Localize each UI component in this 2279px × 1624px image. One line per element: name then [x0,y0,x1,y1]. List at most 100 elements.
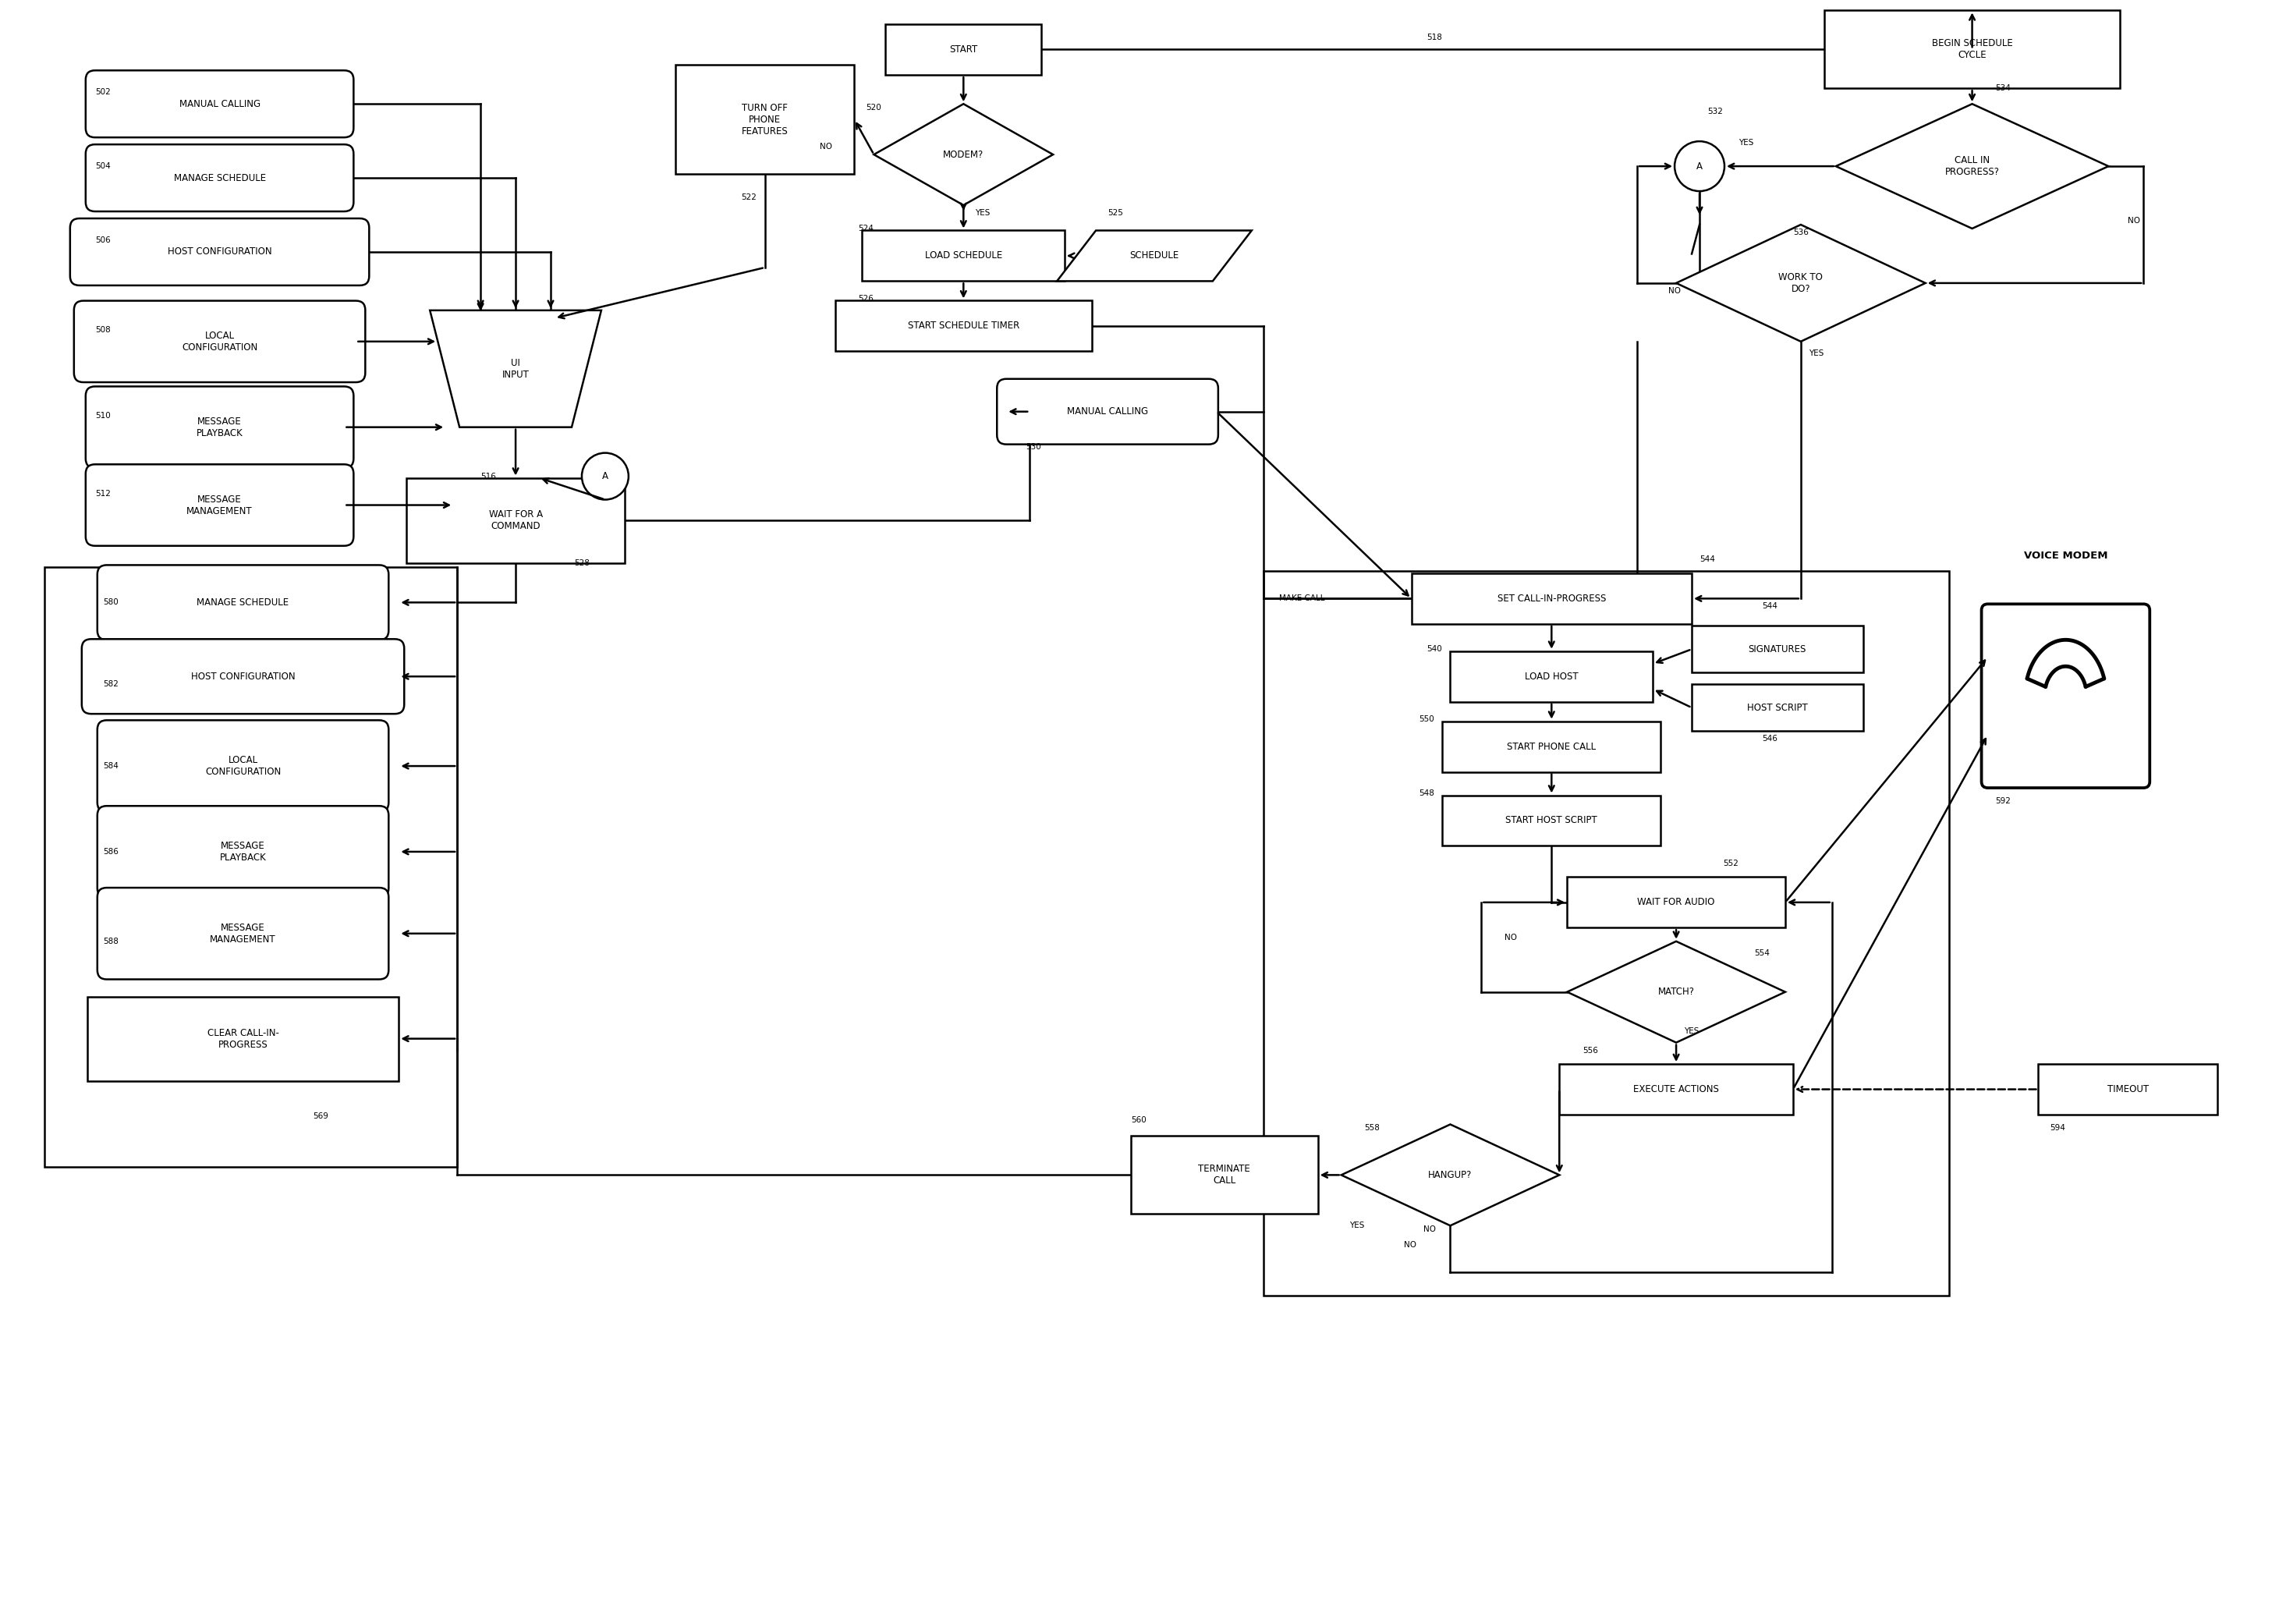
Bar [887,24,1042,75]
Polygon shape [1837,104,2108,229]
Text: VOICE MODEM: VOICE MODEM [2024,551,2108,560]
Text: YES: YES [1739,140,1753,146]
FancyBboxPatch shape [98,565,390,640]
Text: 552: 552 [1723,859,1739,867]
Text: 525: 525 [1108,209,1124,218]
Text: SET CALL-IN-PROGRESS: SET CALL-IN-PROGRESS [1497,593,1607,604]
Text: 556: 556 [1582,1046,1598,1054]
Text: START PHONE CALL: START PHONE CALL [1506,742,1595,752]
Text: HOST CONFIGURATION: HOST CONFIGURATION [191,671,294,682]
Text: START SCHEDULE TIMER: START SCHEDULE TIMER [907,322,1019,331]
Text: TERMINATE
CALL: TERMINATE CALL [1199,1164,1251,1186]
Bar [87,997,399,1080]
Polygon shape [1675,224,1926,341]
Bar [1568,877,1784,927]
Text: MESSAGE
MANAGEMENT: MESSAGE MANAGEMENT [210,922,276,945]
Text: TURN OFF
PHONE
FEATURES: TURN OFF PHONE FEATURES [741,102,789,136]
Text: WAIT FOR A
COMMAND: WAIT FOR A COMMAND [488,510,542,531]
Text: 532: 532 [1707,107,1723,115]
FancyBboxPatch shape [1980,604,2149,788]
Text: LOCAL
CONFIGURATION: LOCAL CONFIGURATION [205,755,280,776]
Text: 544: 544 [1700,555,1716,564]
Text: YES: YES [1810,349,1823,357]
Text: MANUAL CALLING: MANUAL CALLING [180,99,260,109]
Bar [1443,796,1661,846]
FancyBboxPatch shape [82,640,403,715]
Polygon shape [1057,231,1251,281]
Text: UI
INPUT: UI INPUT [501,357,529,380]
Bar [1443,721,1661,771]
Text: NO: NO [2129,218,2140,224]
Circle shape [581,453,629,500]
Text: CLEAR CALL-IN-
PROGRESS: CLEAR CALL-IN- PROGRESS [207,1028,278,1049]
FancyBboxPatch shape [98,888,390,979]
FancyBboxPatch shape [71,218,369,286]
Text: 502: 502 [96,88,109,96]
Text: 518: 518 [1427,34,1443,42]
Text: MODEM?: MODEM? [944,149,985,159]
FancyBboxPatch shape [87,387,353,468]
Text: 540: 540 [1427,645,1443,653]
Text: MANAGE SCHEDULE: MANAGE SCHEDULE [173,172,267,184]
Text: MESSAGE
PLAYBACK: MESSAGE PLAYBACK [196,416,244,438]
Text: 588: 588 [103,937,119,945]
Polygon shape [1342,1124,1559,1226]
Text: 560: 560 [1130,1117,1146,1124]
Bar [1130,1137,1317,1215]
Text: 554: 554 [1755,948,1769,957]
Bar [1411,573,1691,624]
Text: A: A [1696,161,1702,171]
FancyBboxPatch shape [73,300,365,382]
Text: CALL IN
PROGRESS?: CALL IN PROGRESS? [1944,156,1999,177]
Text: 569: 569 [312,1112,328,1121]
Bar [2037,1064,2217,1114]
Text: A: A [602,471,608,481]
FancyBboxPatch shape [98,719,390,812]
Text: 528: 528 [574,560,590,567]
Text: 544: 544 [1762,603,1778,611]
Text: 550: 550 [1420,716,1433,723]
Text: 592: 592 [1996,797,2010,806]
Text: 526: 526 [859,294,873,302]
Text: 530: 530 [1026,443,1042,450]
Text: LOAD SCHEDULE: LOAD SCHEDULE [925,250,1003,261]
Text: 586: 586 [103,848,119,856]
FancyBboxPatch shape [996,378,1219,445]
Polygon shape [1568,942,1784,1043]
Bar [1263,572,1949,1296]
Text: 506: 506 [96,237,109,244]
Text: START HOST SCRIPT: START HOST SCRIPT [1506,815,1598,825]
Bar [1691,684,1864,731]
Bar [1449,651,1652,702]
Bar [43,567,458,1168]
Text: MESSAGE
MANAGEMENT: MESSAGE MANAGEMENT [187,494,253,516]
Text: SIGNATURES: SIGNATURES [1748,645,1807,654]
Polygon shape [431,310,602,427]
Text: YES: YES [975,209,991,218]
Text: 534: 534 [1996,84,2010,93]
Text: 582: 582 [103,680,119,689]
Text: NO: NO [820,143,832,151]
Text: TIMEOUT: TIMEOUT [2108,1085,2149,1095]
FancyBboxPatch shape [98,806,390,898]
Text: NO: NO [1504,934,1518,942]
Text: SCHEDULE: SCHEDULE [1130,250,1178,261]
Text: 524: 524 [859,224,873,232]
Text: 504: 504 [96,162,109,171]
Text: 522: 522 [741,193,757,201]
Text: NO: NO [1422,1226,1436,1234]
Bar [1823,10,2119,88]
Text: HOST SCRIPT: HOST SCRIPT [1748,703,1807,713]
Text: WORK TO
DO?: WORK TO DO? [1778,273,1823,294]
Text: 512: 512 [96,489,109,497]
Bar [675,65,855,174]
Text: MAKE CALL: MAKE CALL [1279,594,1324,603]
Bar [1691,625,1864,672]
Text: BEGIN SCHEDULE
CYCLE: BEGIN SCHEDULE CYCLE [1933,39,2012,60]
Text: EXECUTE ACTIONS: EXECUTE ACTIONS [1634,1085,1718,1095]
Polygon shape [873,104,1053,205]
Text: MANAGE SCHEDULE: MANAGE SCHEDULE [196,598,289,607]
Bar [1559,1064,1794,1114]
Text: YES: YES [1684,1026,1700,1034]
Circle shape [1675,141,1725,192]
